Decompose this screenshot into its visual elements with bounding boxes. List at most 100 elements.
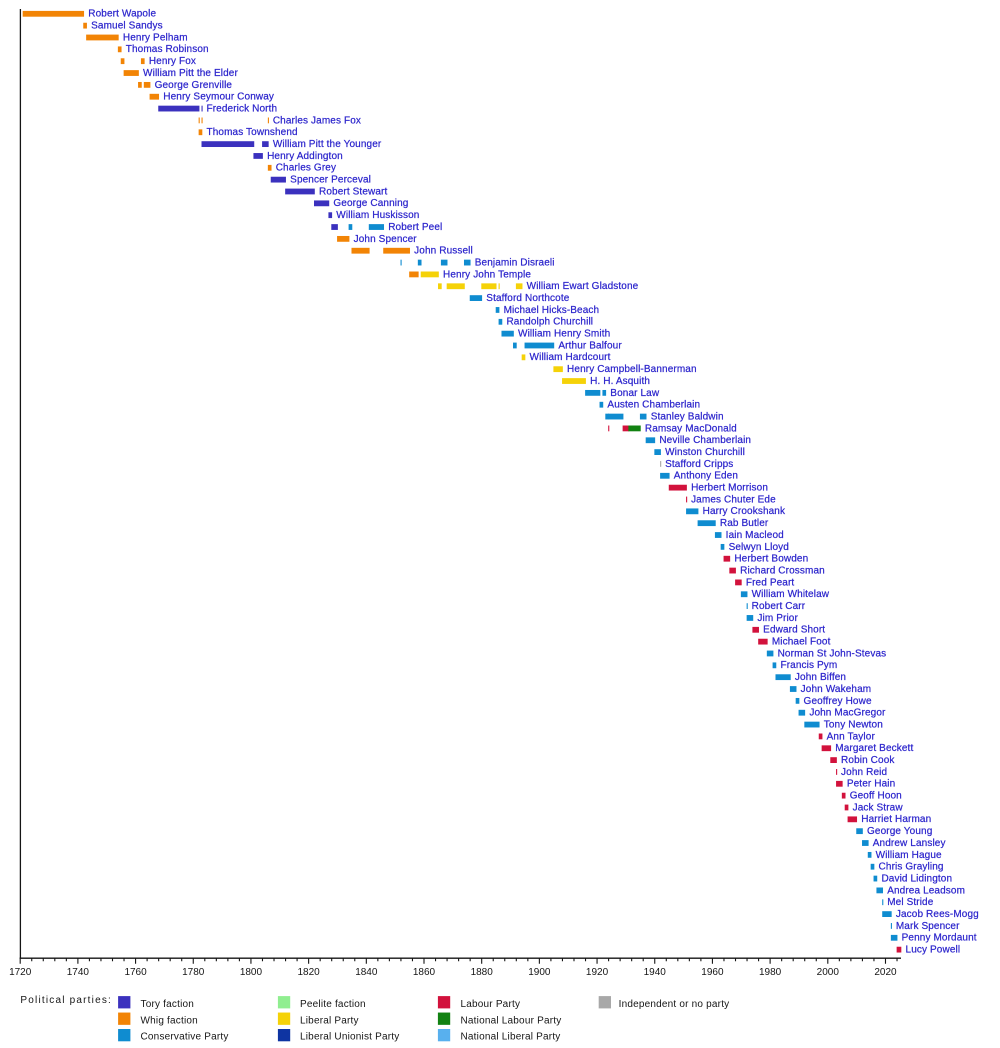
svg-text:Stafford Northcote: Stafford Northcote [486,293,569,304]
svg-text:1960: 1960 [701,967,724,978]
svg-text:Henry Addington: Henry Addington [267,151,343,162]
svg-text:1900: 1900 [528,967,551,978]
svg-text:Henry Fox: Henry Fox [149,56,196,67]
svg-text:Peelite faction: Peelite faction [300,999,366,1010]
svg-text:1740: 1740 [67,967,90,978]
svg-text:National Labour Party: National Labour Party [461,1015,562,1026]
svg-text:Frederick North: Frederick North [207,103,278,114]
svg-text:William Ewart Gladstone: William Ewart Gladstone [527,281,639,292]
svg-text:Jacob Rees-Mogg: Jacob Rees-Mogg [896,909,979,920]
svg-text:Francis Pym: Francis Pym [780,660,837,671]
svg-text:1780: 1780 [182,967,205,978]
svg-text:Benjamin Disraeli: Benjamin Disraeli [475,257,555,268]
svg-text:Mel Stride: Mel Stride [887,897,934,908]
svg-text:Michael Hicks-Beach: Michael Hicks-Beach [504,305,600,316]
svg-text:Robert Wapole: Robert Wapole [88,9,156,20]
svg-text:Selwyn Lloyd: Selwyn Lloyd [729,542,789,553]
svg-text:Political parties:: Political parties: [20,995,112,1006]
svg-text:Ann Taylor: Ann Taylor [827,731,876,742]
svg-text:1880: 1880 [471,967,494,978]
svg-text:William Hardcourt: William Hardcourt [530,352,611,363]
svg-text:2000: 2000 [817,967,840,978]
svg-text:Arthur Balfour: Arthur Balfour [558,340,622,351]
svg-text:Stafford Cripps: Stafford Cripps [665,459,733,470]
svg-text:H. H. Asquith: H. H. Asquith [590,376,650,387]
svg-text:John Spencer: John Spencer [354,234,418,245]
svg-text:Conservative Party: Conservative Party [141,1032,229,1043]
svg-text:Geoffrey Howe: Geoffrey Howe [804,696,872,707]
svg-text:Thomas Robinson: Thomas Robinson [126,44,209,55]
svg-text:Randolph Churchill: Randolph Churchill [506,317,593,328]
svg-text:Charles Grey: Charles Grey [276,163,336,174]
svg-text:1760: 1760 [124,967,147,978]
svg-text:2020: 2020 [874,967,897,978]
svg-text:George Canning: George Canning [333,198,408,209]
svg-text:Stanley Baldwin: Stanley Baldwin [651,411,724,422]
svg-text:Herbert Morrison: Herbert Morrison [691,483,768,494]
svg-text:1820: 1820 [298,967,321,978]
svg-text:Herbert Bowden: Herbert Bowden [734,554,808,565]
svg-text:Anthony Eden: Anthony Eden [674,471,738,482]
svg-text:Harry Crookshank: Harry Crookshank [703,506,786,517]
svg-text:James Chuter Ede: James Chuter Ede [691,494,776,505]
svg-text:Edward Short: Edward Short [763,625,825,636]
svg-text:Liberal Unionist Party: Liberal Unionist Party [300,1032,399,1043]
svg-text:John MacGregor: John MacGregor [809,708,886,719]
svg-text:Richard Crossman: Richard Crossman [740,565,825,576]
svg-text:Winston Churchill: Winston Churchill [665,447,745,458]
svg-text:Robert Peel: Robert Peel [388,222,442,233]
svg-text:Geoff Hoon: Geoff Hoon [850,791,902,802]
svg-text:Harriet Harman: Harriet Harman [861,814,931,825]
svg-text:William Huskisson: William Huskisson [336,210,419,221]
svg-text:Fred Peart: Fred Peart [746,577,795,588]
svg-text:Mark Spencer: Mark Spencer [896,921,960,932]
svg-text:John Reid: John Reid [841,767,887,778]
svg-text:Whig faction: Whig faction [141,1015,198,1026]
svg-text:Liberal Party: Liberal Party [300,1015,359,1026]
svg-text:Henry Seymour Conway: Henry Seymour Conway [163,92,274,103]
svg-text:Penny Mordaunt: Penny Mordaunt [902,933,977,944]
svg-text:Robin Cook: Robin Cook [841,755,895,766]
svg-text:Robert Stewart: Robert Stewart [319,186,387,197]
svg-text:Spencer Perceval: Spencer Perceval [290,175,371,186]
svg-text:Michael Foot: Michael Foot [772,637,831,648]
svg-text:David Lidington: David Lidington [881,873,952,884]
svg-text:George Grenville: George Grenville [155,80,233,91]
svg-text:1840: 1840 [355,967,378,978]
svg-text:William Hague: William Hague [876,850,942,861]
svg-text:Tory faction: Tory faction [141,999,195,1010]
svg-text:Norman St John-Stevas: Norman St John-Stevas [778,648,887,659]
svg-text:William Whitelaw: William Whitelaw [752,589,830,600]
svg-text:National Liberal Party: National Liberal Party [461,1032,561,1043]
svg-text:Henry Pelham: Henry Pelham [123,32,188,43]
svg-text:William Pitt the Younger: William Pitt the Younger [273,139,382,150]
svg-text:Henry John Temple: Henry John Temple [443,269,531,280]
svg-text:Charles James Fox: Charles James Fox [273,115,361,126]
svg-text:George Young: George Young [867,826,932,837]
svg-text:1980: 1980 [759,967,782,978]
svg-text:Iain Macleod: Iain Macleod [726,530,784,541]
svg-text:Neville Chamberlain: Neville Chamberlain [659,435,751,446]
svg-text:Lucy Powell: Lucy Powell [906,945,961,956]
svg-text:1720: 1720 [9,967,32,978]
svg-text:Chris Grayling: Chris Grayling [879,862,944,873]
svg-text:Jim Prior: Jim Prior [757,613,798,624]
svg-text:Independent or no party: Independent or no party [619,999,730,1010]
svg-text:1940: 1940 [644,967,667,978]
svg-text:Peter Hain: Peter Hain [847,779,895,790]
svg-text:Thomas Townshend: Thomas Townshend [207,127,298,138]
svg-text:Labour Party: Labour Party [461,999,521,1010]
svg-text:John Russell: John Russell [414,246,473,257]
svg-text:Andrea Leadsom: Andrea Leadsom [887,885,965,896]
svg-text:Samuel Sandys: Samuel Sandys [91,21,163,32]
svg-text:Bonar Law: Bonar Law [610,388,660,399]
svg-text:John Biffen: John Biffen [795,672,846,683]
svg-text:Jack Straw: Jack Straw [853,802,904,813]
svg-text:Ramsay MacDonald: Ramsay MacDonald [645,423,737,434]
svg-text:Tony Newton: Tony Newton [824,719,883,730]
svg-text:Andrew Lansley: Andrew Lansley [873,838,946,849]
svg-text:1860: 1860 [413,967,436,978]
svg-text:1920: 1920 [586,967,609,978]
svg-text:Margaret Beckett: Margaret Beckett [835,743,913,754]
svg-text:1800: 1800 [240,967,263,978]
